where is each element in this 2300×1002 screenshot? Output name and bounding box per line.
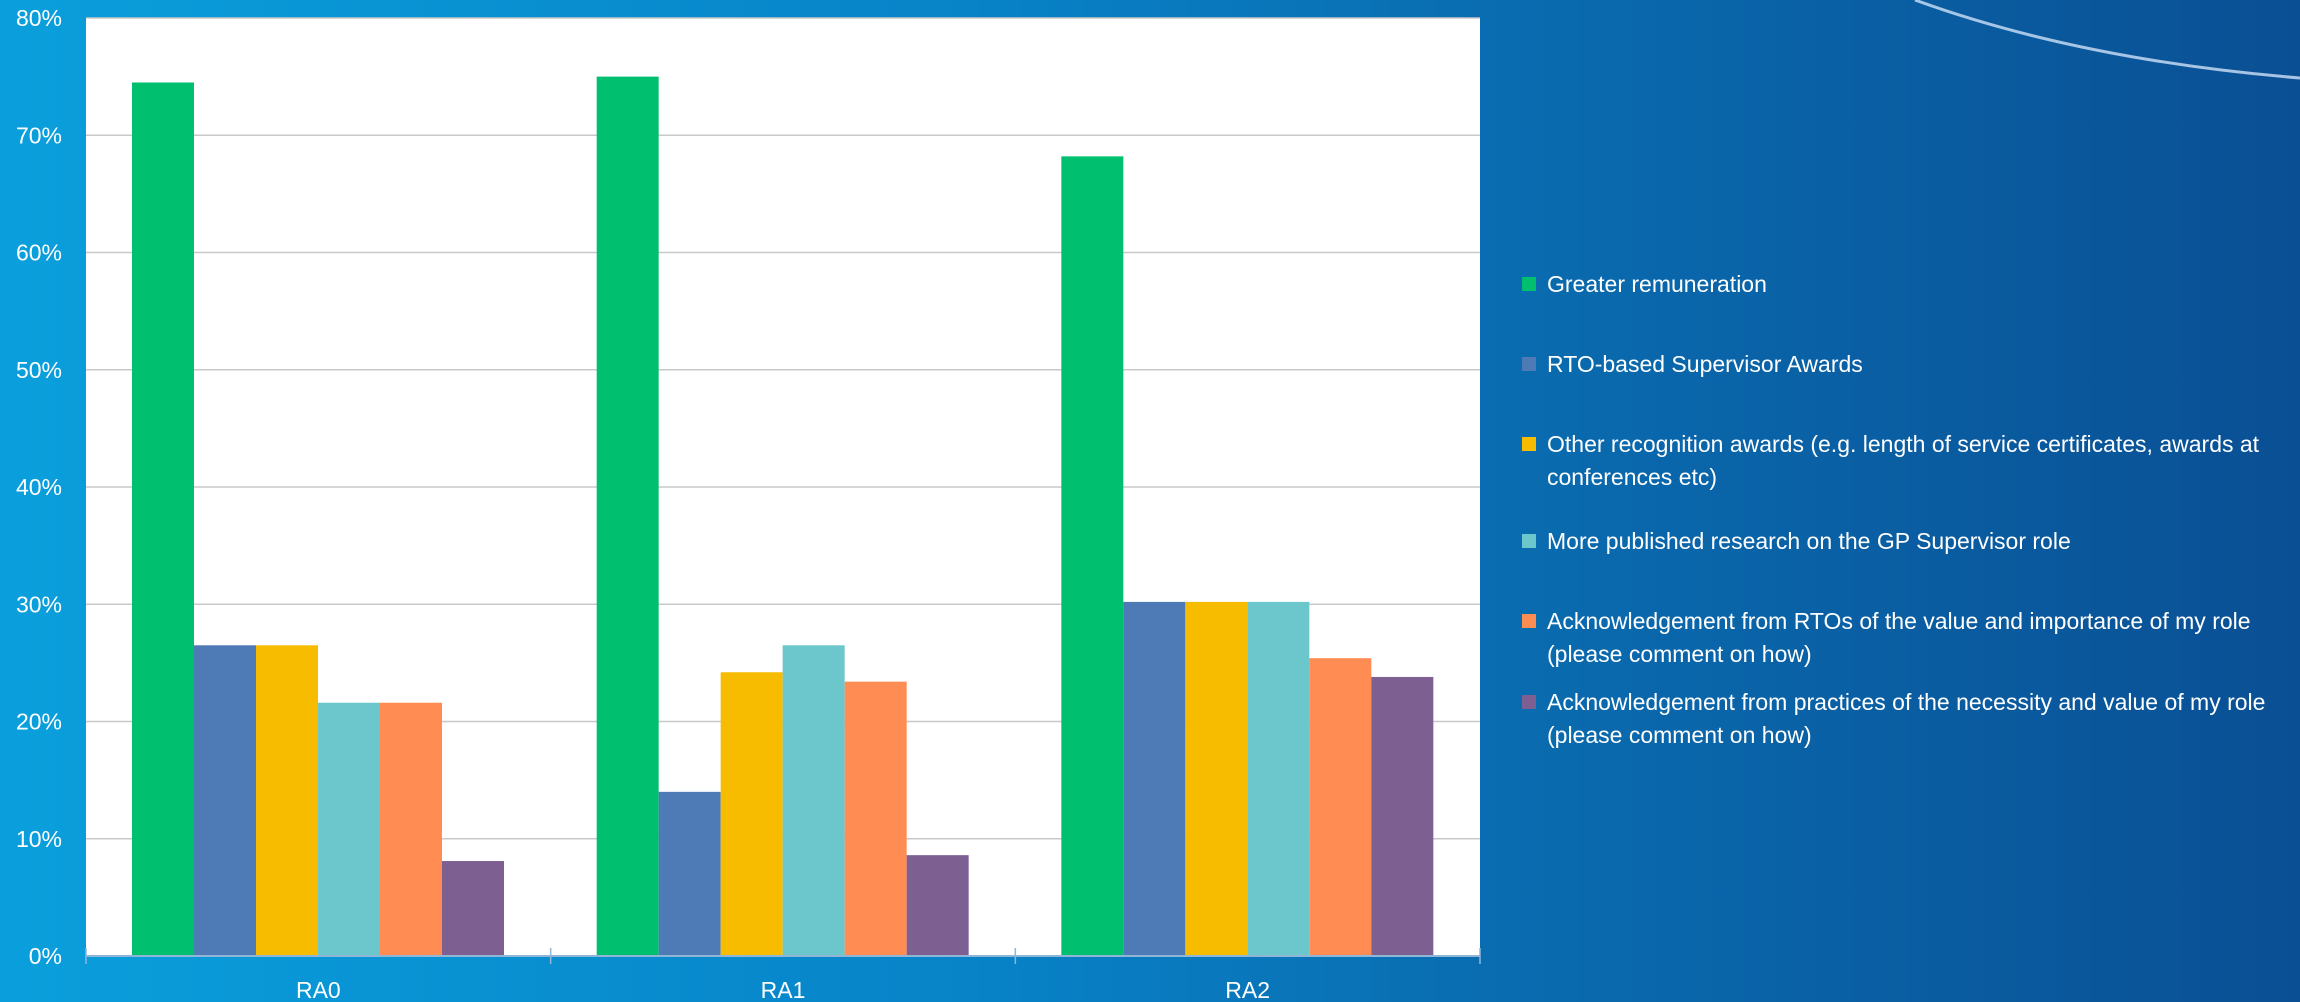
y-tick-label: 0% bbox=[29, 943, 62, 969]
legend-item: More published research on the GP Superv… bbox=[1522, 525, 2292, 558]
bar bbox=[1123, 601, 1186, 956]
x-axis-ticks bbox=[85, 948, 1481, 964]
legend-item: Greater remuneration bbox=[1522, 268, 2292, 301]
legend-label: Other recognition awards (e.g. length of… bbox=[1547, 431, 2260, 490]
y-tick-label: 80% bbox=[16, 5, 62, 31]
legend-swatch bbox=[1522, 437, 1536, 451]
x-tick-label: RA0 bbox=[296, 977, 341, 1002]
legend-swatch bbox=[1522, 357, 1536, 371]
y-tick-label: 30% bbox=[16, 591, 62, 617]
bar bbox=[596, 76, 659, 956]
bar bbox=[1247, 601, 1310, 956]
bar bbox=[442, 861, 504, 956]
bar bbox=[1309, 658, 1372, 956]
x-tick-label: RA1 bbox=[761, 977, 806, 1002]
bar-chart: 0% 10% 20% 30% 40% 50% 60% 70% 80% RA0 RA1 RA2 bbox=[16, 5, 1481, 1002]
legend-swatch bbox=[1522, 277, 1536, 291]
bar bbox=[380, 702, 442, 956]
bar bbox=[844, 681, 907, 956]
bar bbox=[1185, 601, 1248, 956]
bar bbox=[318, 702, 380, 956]
bar bbox=[720, 672, 783, 956]
bar bbox=[1061, 156, 1124, 957]
x-tick-label: RA2 bbox=[1225, 977, 1270, 1002]
bar bbox=[658, 791, 721, 956]
legend-swatch bbox=[1522, 695, 1536, 709]
bar bbox=[1371, 676, 1434, 956]
bar bbox=[194, 645, 256, 956]
legend-label: Acknowledgement from RTOs of the value a… bbox=[1547, 608, 2251, 667]
bar bbox=[782, 645, 845, 956]
legend-label: More published research on the GP Superv… bbox=[1547, 528, 2071, 554]
legend-label: RTO-based Supervisor Awards bbox=[1547, 351, 1863, 377]
legend-item: Other recognition awards (e.g. length of… bbox=[1522, 428, 2292, 494]
legend-item: Acknowledgement from practices of the ne… bbox=[1522, 686, 2292, 752]
y-tick-label: 10% bbox=[16, 826, 62, 852]
legend-label: Greater remuneration bbox=[1547, 271, 1767, 297]
y-axis-labels: 0% 10% 20% 30% 40% 50% 60% 70% 80% bbox=[16, 5, 62, 969]
y-tick-label: 70% bbox=[16, 122, 62, 148]
y-tick-label: 40% bbox=[16, 474, 62, 500]
legend-swatch bbox=[1522, 534, 1536, 548]
bar bbox=[256, 645, 318, 956]
bar bbox=[906, 855, 969, 956]
y-tick-label: 60% bbox=[16, 240, 62, 266]
legend-label: Acknowledgement from practices of the ne… bbox=[1547, 689, 2266, 748]
legend-item: RTO-based Supervisor Awards bbox=[1522, 348, 2292, 381]
x-axis-labels: RA0 RA1 RA2 bbox=[296, 977, 1270, 1002]
bar bbox=[132, 82, 194, 957]
legend-swatch bbox=[1522, 614, 1536, 628]
y-tick-label: 20% bbox=[16, 709, 62, 735]
legend-item: Acknowledgement from RTOs of the value a… bbox=[1522, 605, 2292, 671]
bars bbox=[132, 76, 1434, 957]
y-tick-label: 50% bbox=[16, 357, 62, 383]
